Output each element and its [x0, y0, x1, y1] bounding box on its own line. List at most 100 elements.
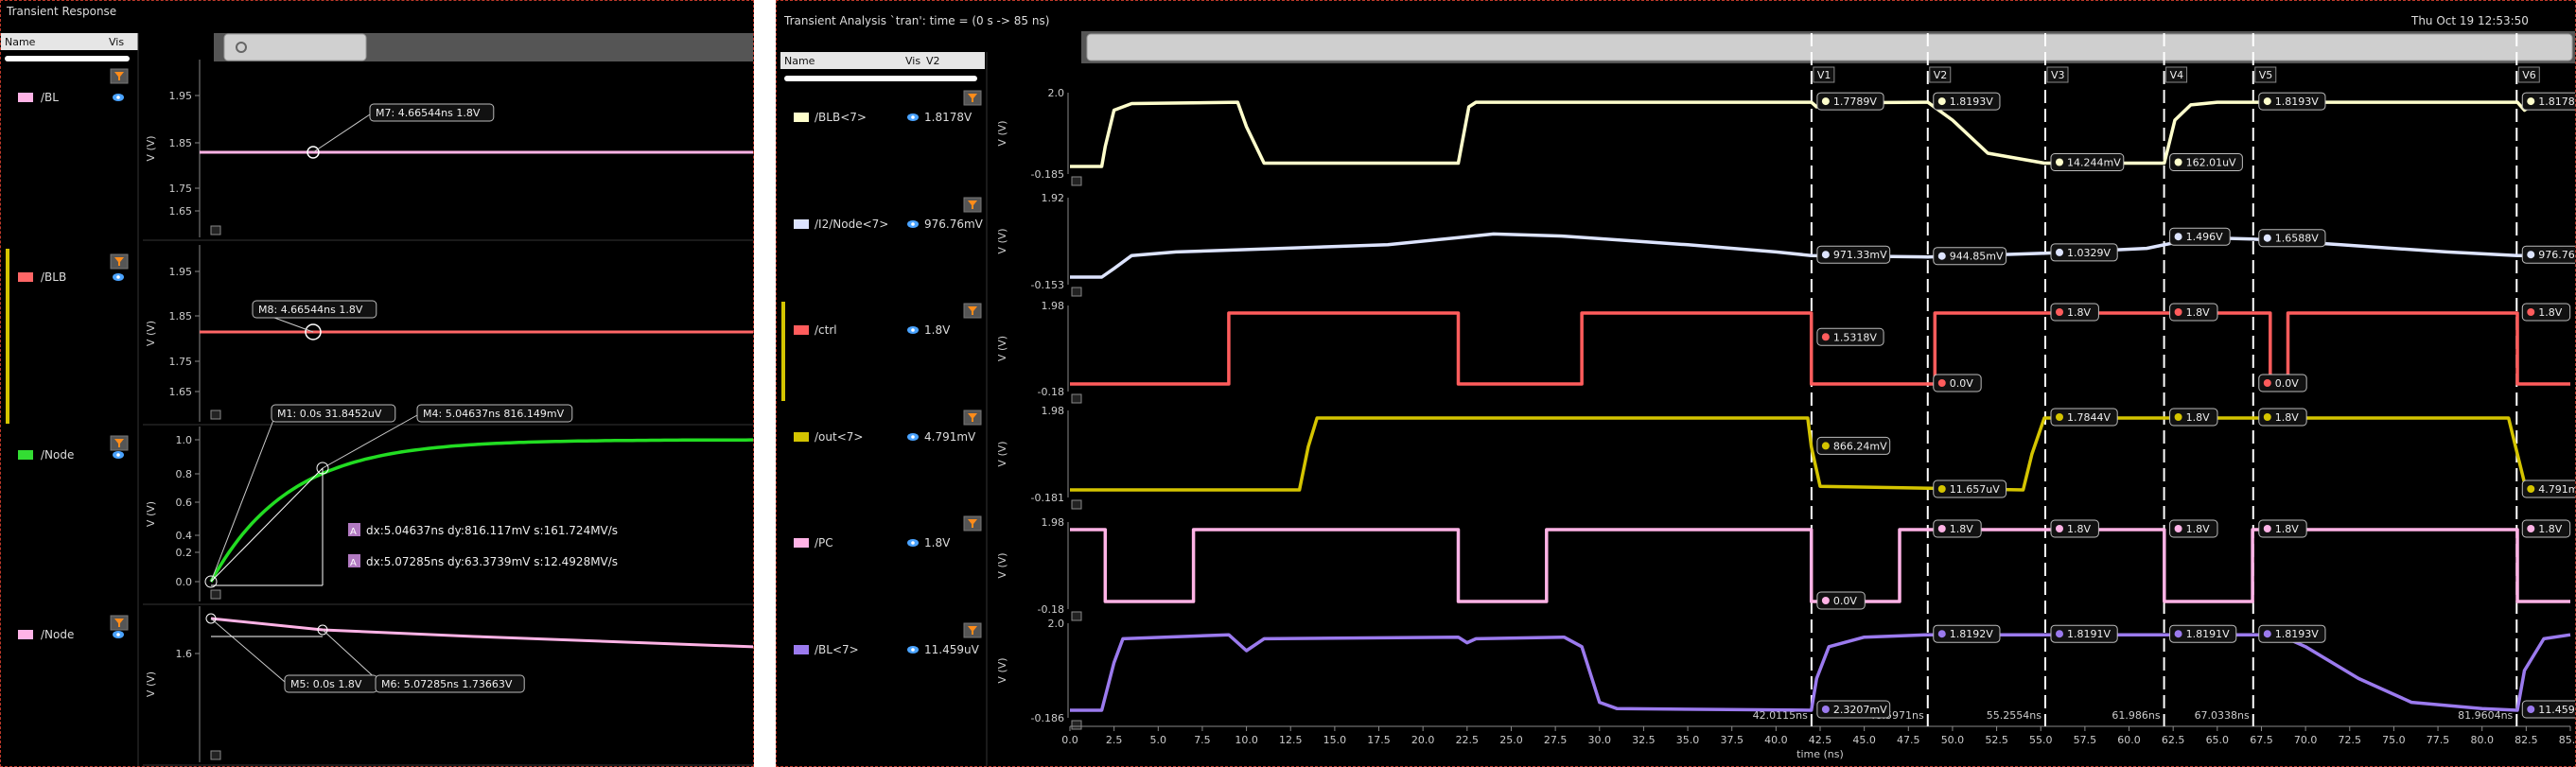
value-label-node-box[interactable] [1816, 245, 1891, 264]
value-label-ctrl-box[interactable] [2169, 303, 2218, 322]
left-name-scrollbar[interactable] [5, 56, 130, 61]
signal-name: /I2/Node<7> [815, 218, 888, 231]
expand-plot-button[interactable] [210, 410, 221, 420]
expand-plot-button[interactable] [1071, 176, 1082, 186]
marker-m1-label-box[interactable] [271, 404, 396, 423]
signal-name: /ctrl [815, 323, 837, 337]
signal-name: /BLB<7> [815, 111, 867, 124]
marker-m6-label-box[interactable] [375, 674, 525, 693]
value-label-node-box[interactable] [2050, 243, 2118, 262]
marker-m1-point[interactable] [204, 575, 218, 588]
expand-plot-button[interactable] [210, 750, 221, 760]
marker-m7-point[interactable] [307, 146, 320, 159]
cursor-time: 42.0115ns [1753, 709, 1808, 722]
value-label-bl-box[interactable] [2169, 624, 2237, 643]
left-signal-row[interactable]: /Node [18, 615, 129, 641]
left-time-scroll-thumb[interactable] [223, 33, 367, 61]
value-label-out-box[interactable] [2169, 408, 2218, 427]
x-tick-label: 82.5 [2515, 734, 2538, 746]
expand-plot-button[interactable] [1071, 287, 1082, 297]
value-label-pc-box[interactable] [1816, 591, 1866, 610]
cursor-name: V1 [1817, 69, 1831, 81]
value-label-node-box[interactable] [1933, 247, 2007, 266]
value-label-node-box[interactable] [2258, 229, 2326, 248]
value-label-blb-box[interactable] [1816, 92, 1884, 111]
right-signal-row[interactable]: /out<7> 4.791mV [794, 410, 982, 444]
value-label-node: 971.33mV [1833, 249, 1887, 261]
right-plot-area: 2.0 -0.186 V (V) [996, 618, 1082, 730]
value-label-ctrl-box[interactable] [1933, 374, 1982, 392]
cursor-tag[interactable] [2517, 66, 2540, 83]
marker-m8-label-box[interactable] [252, 300, 377, 319]
cursor-tag[interactable] [2165, 66, 2188, 83]
cursor-tag[interactable] [1929, 66, 1952, 83]
label-dot [2263, 630, 2271, 638]
left-col-name: Name [5, 36, 36, 48]
x-tick-label: 55.0 [2029, 734, 2053, 746]
value-label-out-box[interactable] [1933, 479, 2007, 498]
value-label-blb-box[interactable] [2050, 153, 2125, 171]
value-label-ctrl-box[interactable] [2258, 374, 2307, 392]
right-signal-row[interactable]: /PC 1.8V [794, 515, 982, 549]
right-signal-row[interactable]: /ctrl 1.8V [794, 303, 982, 337]
y-axis-label: V (V) [145, 501, 157, 527]
cursor-tag[interactable] [2046, 66, 2069, 83]
value-label-node-box[interactable] [2521, 245, 2576, 264]
expand-plot-button[interactable] [1071, 499, 1082, 510]
right-signal-row[interactable]: /BL<7> 11.459uV [794, 622, 982, 656]
right-name-scrollbar[interactable] [784, 76, 977, 81]
marker-m4-label-box[interactable] [416, 404, 573, 423]
value-label-blb-box[interactable] [1933, 92, 2001, 111]
value-label-out-box[interactable] [1816, 436, 1891, 455]
value-label-blb-box[interactable] [2169, 153, 2243, 171]
expand-plot-button[interactable] [1071, 393, 1082, 404]
value-label-node: 1.6588V [2275, 233, 2319, 245]
value-label-ctrl-box[interactable] [2521, 303, 2571, 322]
right-signal-row[interactable]: /I2/Node<7> 976.76mV [794, 197, 984, 231]
cursor-tag[interactable] [1813, 66, 1835, 83]
value-label-pc-box[interactable] [2521, 519, 2571, 538]
zoom-icon[interactable] [236, 42, 247, 53]
right-col-vis: Vis [905, 55, 920, 67]
value-label-pc-box[interactable] [1933, 519, 1982, 538]
value-label-bl-box[interactable] [1933, 624, 2001, 643]
marker-m8-point[interactable] [305, 323, 322, 340]
left-signal-row[interactable]: /Node [18, 435, 129, 462]
value-label-blb-box[interactable] [2258, 92, 2326, 111]
expand-plot-button[interactable] [210, 225, 221, 235]
value-label-bl-box[interactable] [1816, 700, 1891, 719]
right-signal-row[interactable]: /BLB<7> 1.8178V [794, 90, 982, 124]
marker-m5-point[interactable] [205, 613, 217, 624]
left-signal-row[interactable]: /BLB [18, 253, 129, 284]
x-tick-label: 45.0 [1852, 734, 1876, 746]
marker-m7-label-box[interactable] [369, 103, 495, 122]
x-tick-label: 42.5 [1809, 734, 1832, 746]
eye-pupil [116, 96, 120, 99]
cursor-tag[interactable] [2254, 66, 2277, 83]
value-label-bl-box[interactable] [2521, 700, 2576, 719]
label-dot [2263, 525, 2271, 532]
value-label-bl-box[interactable] [2050, 624, 2118, 643]
filter-icon [114, 439, 124, 447]
marker-m6-point[interactable] [317, 624, 328, 636]
value-label-node: 944.85mV [1950, 251, 2004, 263]
expand-plot-button[interactable] [210, 589, 221, 600]
delta-badge [348, 554, 360, 567]
value-label-out-box[interactable] [2050, 408, 2118, 427]
expand-plot-button[interactable] [1071, 611, 1082, 621]
value-label-ctrl-box[interactable] [2050, 303, 2099, 322]
value-label-pc-box[interactable] [2258, 519, 2307, 538]
left-signal-row[interactable]: /BL [18, 68, 129, 104]
value-label-out-box[interactable] [2258, 408, 2307, 427]
value-label-blb-box[interactable] [2521, 92, 2576, 111]
value-label-node-box[interactable] [2169, 227, 2231, 246]
value-label-out-box[interactable] [2521, 479, 2576, 498]
value-label-bl-box[interactable] [2258, 624, 2326, 643]
x-tick-label: 25.0 [1499, 734, 1523, 746]
value-label-ctrl-box[interactable] [1816, 327, 1884, 346]
right-time-scroll-thumb[interactable] [1086, 33, 2573, 61]
expand-plot-button[interactable] [1071, 720, 1082, 730]
y-tick-label: 1.65 [169, 386, 193, 398]
value-label-pc-box[interactable] [2050, 519, 2099, 538]
value-label-pc-box[interactable] [2169, 519, 2218, 538]
